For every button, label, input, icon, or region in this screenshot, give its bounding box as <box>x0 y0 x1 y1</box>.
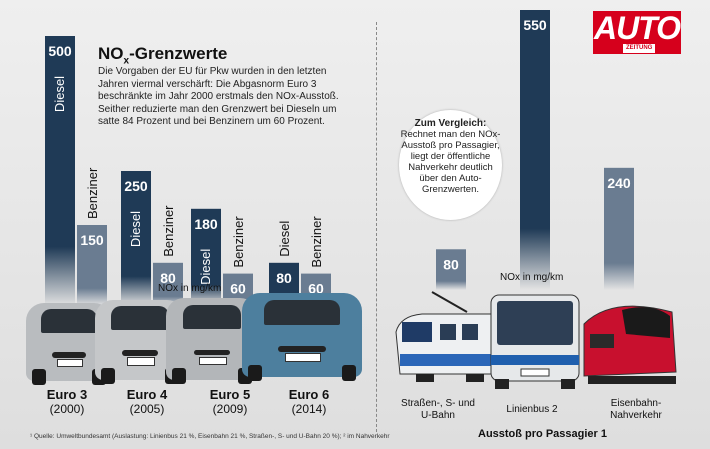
bar-diesel-euro-4 <box>121 171 151 306</box>
series-label-benziner: Benziner <box>85 167 100 219</box>
tram-image <box>395 291 497 382</box>
logo-text: AUTO <box>593 10 681 46</box>
series-label-benziner: Benziner <box>231 216 246 268</box>
value-label: 250 <box>124 178 148 194</box>
bar-diesel-euro-5 <box>191 208 221 306</box>
value-label: 60 <box>308 281 324 297</box>
auto-zeitung-logo: AUTO ZEITUNG <box>593 11 681 54</box>
series-label-diesel: Diesel <box>198 249 213 285</box>
series-label-benziner: Benziner <box>161 205 176 257</box>
category-train: Eisenbahn-Nahverkehr <box>610 398 662 421</box>
value-label-transit: 550 <box>523 17 547 33</box>
comparison-bubble: Zum Vergleich: Rechnet man den NOx-Ausst… <box>399 110 502 220</box>
bar-benziner-euro-3 <box>77 225 107 306</box>
value-label: 180 <box>194 216 218 232</box>
series-label-diesel: Diesel <box>52 76 67 112</box>
train-image <box>583 305 677 384</box>
series-label-benziner: Benziner <box>309 216 324 268</box>
category-euro4: Euro 4 (2005) <box>126 387 168 417</box>
source-footnote: ¹ Quelle: Umweltbundesamt (Auslastung: L… <box>30 433 390 440</box>
value-label: 80 <box>160 270 176 286</box>
bubble-text: Rechnet man den NOx-Ausstoß pro Passagie… <box>400 129 501 195</box>
category-bus: Linienbus 2 <box>506 404 558 415</box>
section-divider <box>376 22 377 432</box>
bar-transit-0 <box>436 249 466 290</box>
bus-image <box>490 294 580 389</box>
category-euro3: Euro 3 (2000) <box>46 387 88 417</box>
value-label: 80 <box>276 270 292 286</box>
car-image-euro6 <box>242 293 362 381</box>
bubble-heading: Zum Vergleich: <box>414 118 487 129</box>
unit-label-transit: NOx in mg/km <box>500 272 564 283</box>
series-label-diesel: Diesel <box>128 211 143 247</box>
value-label: 500 <box>48 43 72 59</box>
category-euro6: Euro 6 (2014) <box>288 387 330 417</box>
transit-axis-title: Ausstoß pro Passagier 1 <box>478 428 607 440</box>
value-label-transit: 240 <box>607 175 631 191</box>
value-label-transit: 80 <box>443 256 459 272</box>
category-euro5: Euro 5 (2009) <box>209 387 251 417</box>
series-label-diesel: Diesel <box>277 221 292 257</box>
bar-transit-1 <box>520 10 550 290</box>
bar-transit-2 <box>604 167 634 290</box>
value-label: 150 <box>80 232 104 248</box>
bar-diesel-euro-3 <box>45 36 75 306</box>
chart-title: NOx-Grenzwerte <box>98 44 228 67</box>
category-tram: Straßen-, S- und U-Bahn <box>401 398 475 421</box>
value-label: 60 <box>230 281 246 297</box>
chart-description: Die Vorgaben der EU für Pkw wurden in de… <box>98 66 339 128</box>
unit-label-cars: NOx in mg/km <box>158 283 222 294</box>
logo-subtext: ZEITUNG <box>623 44 656 53</box>
